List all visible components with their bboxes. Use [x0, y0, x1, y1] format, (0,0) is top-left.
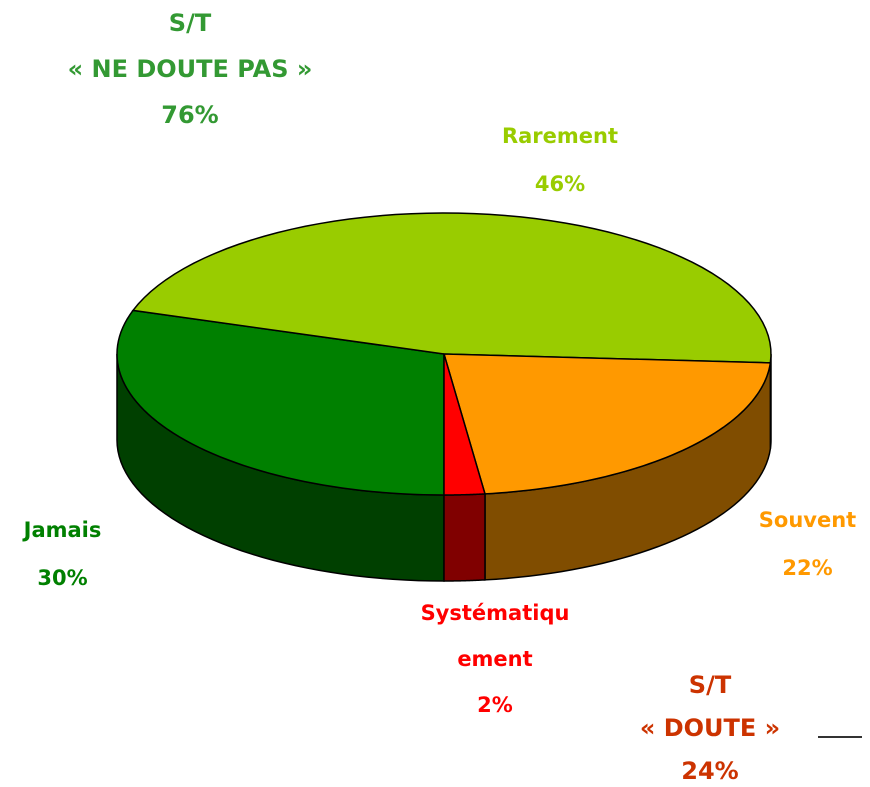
category-label: Systématiquement [420, 601, 570, 671]
annotation: S/T « NE DOUTE PAS » 76% [0, 0, 380, 138]
annotation: S/T « DOUTE » 24% [560, 664, 860, 787]
annotation-subtitle: « NE DOUTE PAS » [67, 55, 313, 83]
slice [442, 353, 772, 495]
slice-label: Souvent 22% [740, 496, 870, 592]
category-label: Souvent [758, 508, 857, 532]
slice [116, 309, 445, 496]
slice [443, 353, 486, 496]
slice [131, 212, 772, 364]
slice-label: Jamais 30% [0, 506, 125, 602]
annotation-title: S/T [688, 671, 732, 699]
slice-label: Rarement 46% [460, 112, 660, 208]
slice-side [443, 493, 486, 582]
annotation-title: S/T [168, 9, 212, 37]
value-label: 46% [534, 172, 586, 196]
leader-line [818, 736, 862, 738]
value-label: 2% [477, 693, 513, 717]
slice-label: Systématiquement 2% [380, 590, 610, 728]
category-label: Rarement [501, 124, 619, 148]
annotation-subtitle: « DOUTE » [639, 714, 781, 742]
annotation-label: 24% [681, 757, 739, 785]
value-label: 22% [782, 556, 833, 580]
value-label: 30% [37, 566, 88, 590]
category-label: Jamais [23, 518, 102, 542]
annotation-label: 76% [161, 101, 219, 129]
